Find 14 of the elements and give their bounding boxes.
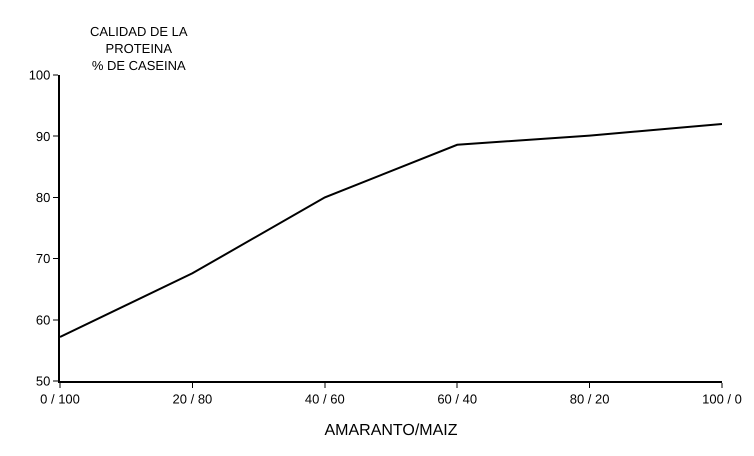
x-tick-label: 80 / 20 xyxy=(570,392,610,407)
x-tick-label: 0 / 100 xyxy=(40,392,80,407)
y-axis-title: CALIDAD DE LA PROTEINA % DE CASEINA xyxy=(90,24,188,73)
x-tick-label: 60 / 40 xyxy=(437,392,478,407)
x-tick-label: 100 / 0 xyxy=(702,392,742,407)
y-tick-label: 60 xyxy=(36,312,50,328)
x-tick-label: 40 / 60 xyxy=(304,392,345,407)
y-tick-label: 90 xyxy=(36,128,50,144)
x-axis-title: AMARANTO/MAIZ xyxy=(324,422,458,439)
y-tick-label: 70 xyxy=(36,251,50,266)
y-tick-label: 80 xyxy=(36,190,50,205)
x-tick-label: 20 / 80 xyxy=(172,392,212,407)
y-tick-label: 100 xyxy=(28,68,50,83)
y-tick-label: 50 xyxy=(36,374,50,389)
